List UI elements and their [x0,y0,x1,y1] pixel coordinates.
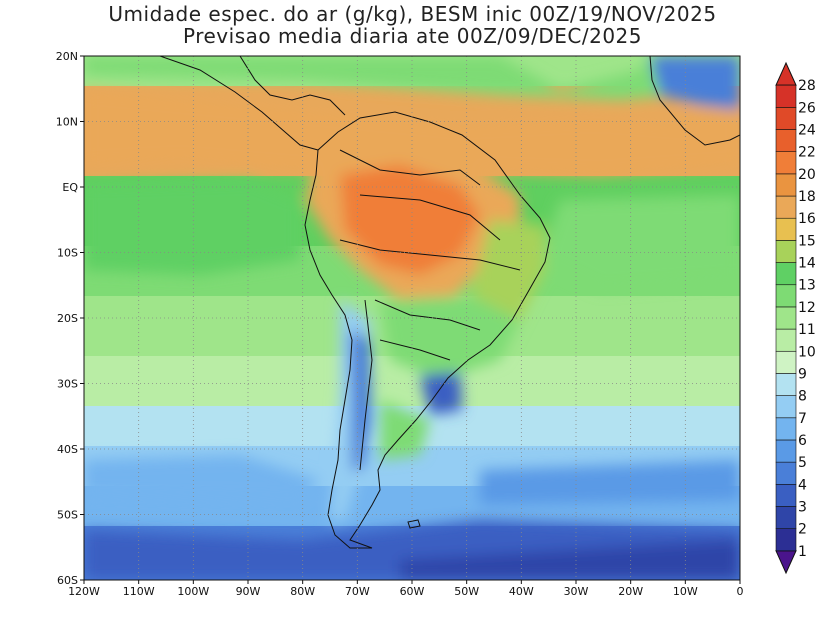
colorbar-level-label: 3 [798,499,807,515]
colorbar-swatch [775,284,797,308]
colorbar-min-arrow [775,550,797,575]
y-tick-label: 40S [57,443,78,456]
x-tick-label: 80W [290,585,315,598]
y-tick-label: 10S [57,247,78,260]
y-tick-label: 50S [57,509,78,522]
colorbar-level-label: 8 [798,389,807,405]
colorbar-level-label: 6 [798,433,807,449]
colorbar-swatch [775,506,797,529]
map-title-line-2: Previsao media diaria ate 00Z/09/DEC/202… [183,24,642,48]
colorbar-swatch [775,439,797,463]
colorbar-swatch [775,217,797,241]
x-tick-label: 0 [737,585,744,598]
colorbar-swatch [775,84,797,108]
colorbar-swatch [775,373,797,396]
colorbar-level-label: 12 [798,300,816,316]
y-tick-label: 60S [57,574,78,587]
x-tick-label: 50W [454,585,479,598]
latitude-axis: 20N 10N EQ 10S 20S 30S 40S 50S 60S [56,50,84,587]
x-tick-label: 70W [345,585,370,598]
colorbar-level-label: 15 [798,233,816,249]
x-tick-label: 40W [509,585,534,598]
colorbar-swatch [775,417,797,441]
colorbar-level-label: 14 [798,256,816,272]
colorbar-swatch [775,173,797,197]
colorbar-level-label: 22 [798,145,816,161]
x-tick-label: 100W [177,585,209,598]
x-tick-label: 90W [236,585,261,598]
colorbar-level-label: 1 [798,544,807,560]
colorbar-level-label: 13 [798,278,816,294]
colorbar-level-label: 20 [798,167,816,183]
colorbar-swatch [775,306,797,330]
y-tick-label: 10N [56,116,78,129]
y-tick-label: EQ [62,181,78,194]
x-tick-label: 30W [564,585,589,598]
colorbar-swatch [775,395,797,419]
colorbar-level-label: 16 [798,211,816,227]
colorbar-level-label: 5 [798,455,807,471]
y-tick-label: 20S [57,312,78,325]
x-tick-label: 120W [68,585,100,598]
colorbar-level-label: 24 [798,123,816,139]
colorbar-swatch [775,151,797,175]
x-tick-label: 20W [618,585,643,598]
x-tick-label: 110W [123,585,155,598]
coastlines [159,56,740,549]
x-tick-label: 10W [673,585,698,598]
colorbar-swatch [775,528,797,552]
map-title-line-1: Umidade espec. do ar (g/kg), BESM inic 0… [108,2,717,26]
colorbar-level-label: 9 [798,366,807,382]
colorbar-level-label: 4 [798,477,807,493]
colorbar-swatch [775,129,797,152]
colorbar-swatch [775,350,797,374]
colorbar-level-label: 2 [798,522,807,538]
colorbar-level-label: 26 [798,100,816,116]
colorbar-swatch [775,328,797,352]
colorbar-level-label: 11 [798,322,816,338]
colorbar-level-label: 28 [798,78,816,94]
colorbar-level-label: 10 [798,344,816,360]
longitude-axis: 120W 110W 100W 90W 80W 70W 60W 50W 40W 30W 20W 10W 0 [68,580,744,598]
colorbar-level-label: 18 [798,189,816,205]
colorbar-max-arrow [775,61,797,86]
lat-lon-grid [84,56,740,580]
y-tick-label: 30S [57,378,78,391]
colorbar-swatch [775,484,797,507]
colorbar-swatch [775,195,797,219]
colorbar-level-label: 7 [798,411,807,427]
y-tick-label: 20N [56,50,78,63]
colorbar-swatch [775,240,797,263]
x-tick-label: 60W [400,585,425,598]
colorbar-swatch [775,262,797,286]
colorbar-swatch [775,461,797,485]
colorbar-swatch [775,107,797,130]
